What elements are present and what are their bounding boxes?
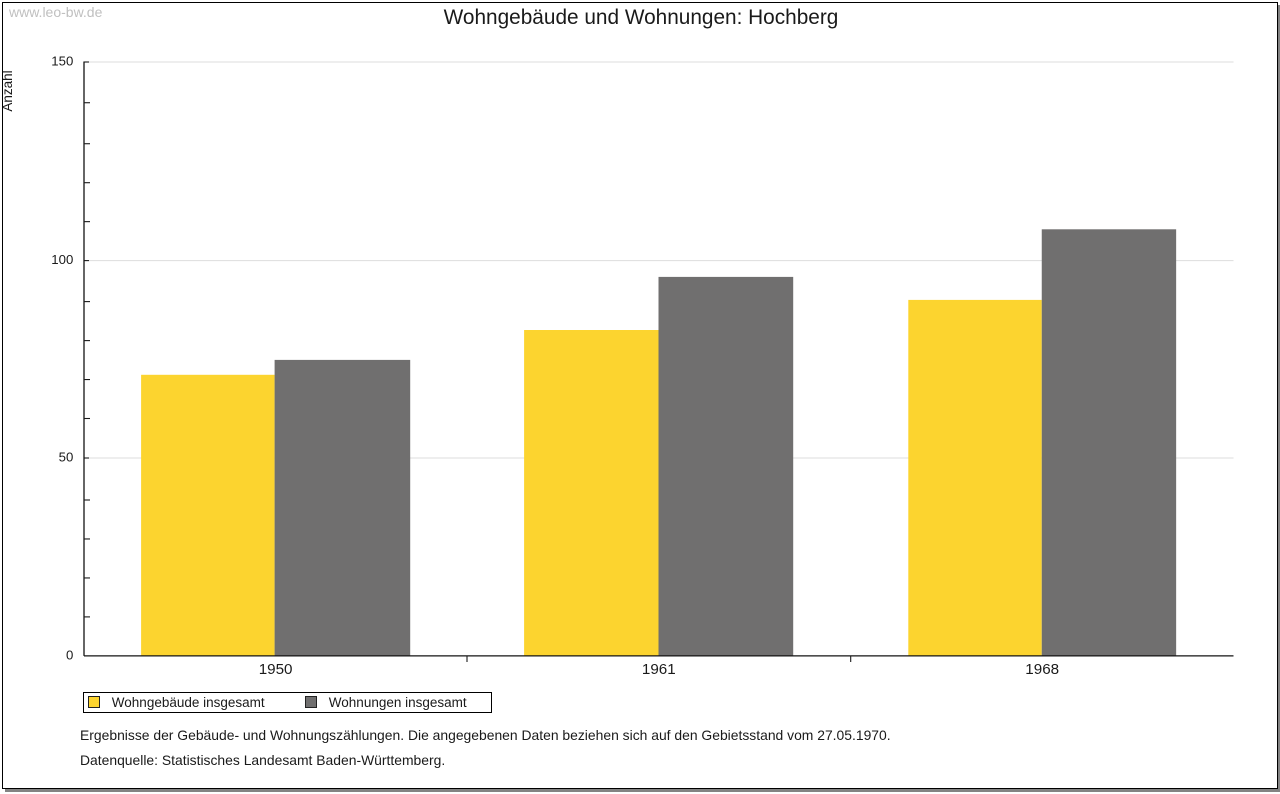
svg-text:100: 100 [51,252,73,267]
svg-text:1968: 1968 [1025,661,1059,678]
svg-text:1950: 1950 [259,661,293,678]
svg-text:Anzahl: Anzahl [3,70,15,111]
svg-text:50: 50 [59,450,74,465]
svg-text:1961: 1961 [642,661,676,678]
svg-text:0: 0 [66,648,73,663]
svg-text:150: 150 [51,54,73,69]
